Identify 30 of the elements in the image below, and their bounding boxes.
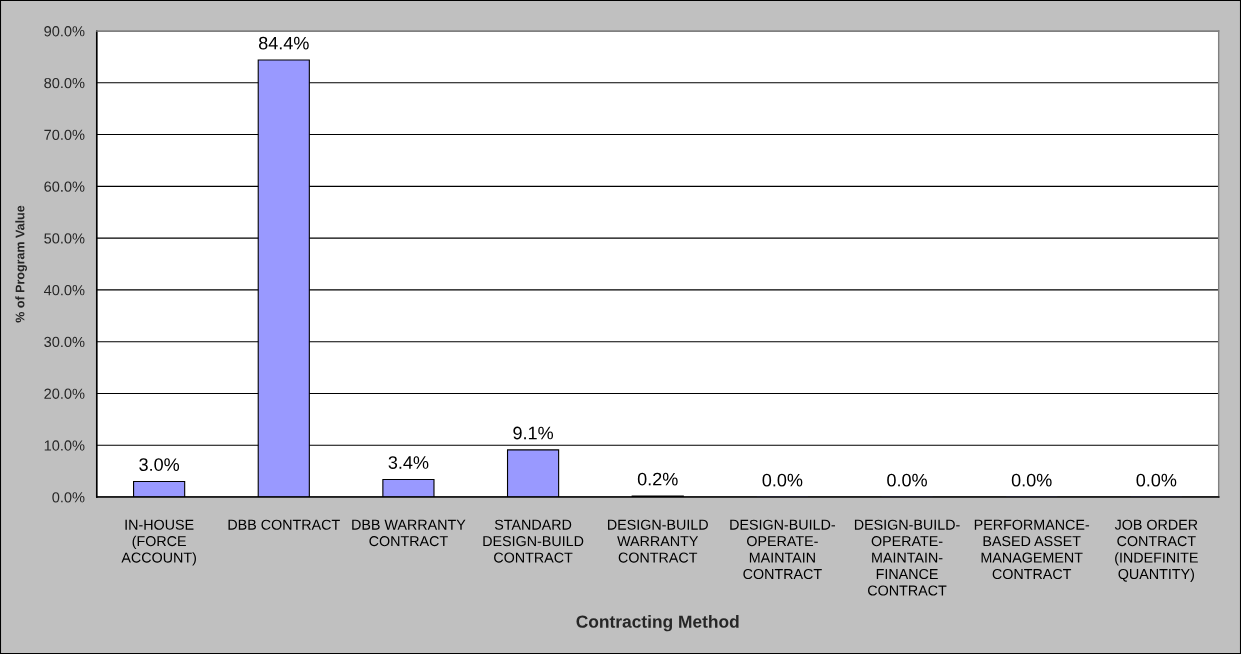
y-tick-label: 10.0% <box>44 440 85 451</box>
data-label: 0.0% <box>762 473 803 487</box>
x-tick-label: DBB CONTRACT <box>228 519 340 530</box>
x-tick-label: IN-HOUSE (FORCE ACCOUNT) <box>121 519 196 566</box>
data-label: 0.0% <box>1011 473 1052 487</box>
x-tick-label: STANDARD DESIGN-BUILD CONTRACT <box>483 519 584 563</box>
x-tick-label: PERFORMANCE- BASED ASSET MANAGEMENT CONTRACT <box>974 519 1090 580</box>
y-tick-label: 80.0% <box>44 77 85 89</box>
data-label: 0.0% <box>887 473 927 487</box>
x-tick-label: DESIGN-BUILD- OPERATE- MAINTAIN- FINANCE CONTRACT <box>854 519 960 596</box>
y-tick-label: 70.0% <box>44 129 85 140</box>
x-tick-label: DESIGN-BUILD- OPERATE- MAINTAIN CONTRACT <box>730 519 835 580</box>
data-label: 84.4% <box>258 36 309 50</box>
y-tick-label: 30.0% <box>44 336 85 348</box>
y-tick-label: 40.0% <box>43 285 85 296</box>
y-tick-label: 50.0% <box>44 233 85 244</box>
y-tick-label: 60.0% <box>44 181 85 192</box>
y-tick-label: 0.0% <box>52 492 85 503</box>
data-label: 0.0% <box>1136 473 1177 487</box>
data-label: 3.4% <box>388 456 429 469</box>
x-tick-label: DESIGN-BUILD WARRANTY CONTRACT <box>608 519 708 563</box>
y-tick-label: 90.0% <box>44 26 85 37</box>
x-tick-label: JOB ORDER CONTRACT (INDEFINITE QUANTITY) <box>1114 519 1198 582</box>
y-axis-title: % of Program Value <box>15 205 27 323</box>
x-tick-label: DBB WARRANTY CONTRACT <box>352 519 466 547</box>
data-label: 3.0% <box>139 458 180 471</box>
y-tick-label: 20.0% <box>44 388 85 399</box>
data-label: 9.1% <box>513 426 554 440</box>
x-axis-title: Contracting Method <box>576 615 739 632</box>
data-label: 0.2% <box>637 472 678 486</box>
